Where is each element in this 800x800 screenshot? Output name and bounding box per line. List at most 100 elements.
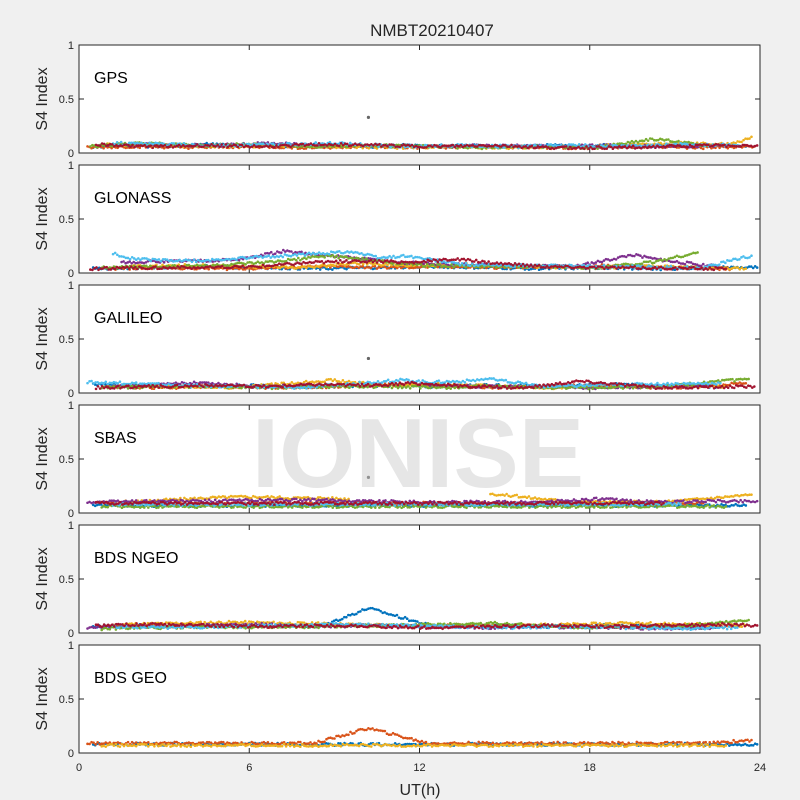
data-point (89, 268, 92, 271)
data-point (196, 266, 200, 269)
data-point (302, 260, 305, 264)
data-point (685, 142, 688, 146)
data-point (137, 144, 140, 147)
data-point (669, 264, 673, 268)
data-point (353, 258, 356, 262)
data-point (355, 143, 359, 147)
data-point (331, 253, 334, 257)
data-point (636, 141, 640, 144)
data-point (734, 266, 738, 269)
data-point (729, 144, 732, 148)
data-point (456, 147, 459, 150)
data-point (145, 257, 148, 260)
data-point (584, 262, 587, 266)
data-point (462, 263, 466, 267)
data-point (384, 143, 387, 147)
data-point (119, 140, 123, 144)
data-point (282, 260, 286, 263)
data-point (637, 264, 640, 267)
data-point (750, 254, 753, 258)
data-point (368, 143, 371, 147)
data-point (288, 258, 292, 262)
data-point (410, 254, 413, 258)
data-point (511, 264, 515, 267)
data-point (652, 144, 655, 148)
data-point (552, 147, 556, 151)
data-point (143, 256, 146, 260)
data-point (170, 141, 174, 145)
data-point (573, 143, 577, 147)
data-point (438, 263, 441, 266)
data-point (678, 144, 682, 147)
data-point (317, 142, 321, 145)
data-point (414, 255, 417, 259)
data-point (283, 253, 287, 256)
data-point (113, 267, 117, 271)
data-point (663, 257, 666, 261)
data-point (159, 259, 163, 263)
data-point (325, 252, 329, 255)
data-point (198, 145, 201, 148)
data-point (483, 264, 486, 267)
data-point (544, 145, 548, 148)
data-point (639, 265, 642, 268)
data-point (260, 261, 264, 264)
data-point (89, 145, 92, 148)
data-point (144, 267, 147, 271)
data-point (185, 144, 189, 148)
data-point (436, 260, 439, 263)
data-point (307, 143, 311, 146)
data-point (406, 265, 410, 268)
data-point (275, 254, 279, 258)
data-point (633, 147, 637, 150)
data-point (276, 266, 280, 269)
data-point (98, 144, 102, 147)
data-point (180, 265, 183, 268)
data-point (333, 266, 336, 270)
data-point (663, 139, 666, 142)
data-point (690, 266, 693, 269)
data-point (95, 266, 98, 269)
data-point (631, 268, 634, 271)
data-point (257, 142, 261, 145)
data-point (247, 256, 250, 260)
data-point (249, 264, 253, 268)
data-point (677, 255, 681, 259)
data-point (564, 145, 568, 148)
data-point (371, 267, 375, 271)
data-point (258, 261, 262, 265)
data-point (627, 145, 631, 148)
data-point (595, 145, 598, 148)
data-point (215, 262, 219, 266)
data-point (577, 145, 580, 149)
data-point (380, 256, 384, 259)
data-point (422, 259, 426, 263)
y-tick-label: 0.5 (59, 94, 74, 106)
data-point (522, 145, 525, 148)
data-point (402, 260, 405, 264)
data-point (626, 140, 630, 144)
data-point (445, 144, 448, 148)
data-point (105, 265, 108, 269)
data-point (436, 258, 440, 261)
data-point (268, 259, 272, 263)
data-point (613, 145, 617, 149)
data-point (160, 141, 163, 145)
data-point (621, 145, 625, 149)
data-point (133, 265, 137, 269)
data-point (148, 141, 151, 145)
data-point (117, 145, 120, 148)
data-point (665, 265, 669, 268)
data-point (120, 255, 123, 258)
data-point (186, 266, 190, 270)
data-point (652, 138, 656, 142)
data-point (737, 145, 741, 148)
data-point (625, 146, 629, 150)
data-point (192, 266, 196, 269)
data-point (540, 145, 544, 148)
data-point (581, 146, 584, 150)
data-point (357, 266, 360, 270)
data-point (578, 265, 582, 268)
data-point (424, 257, 427, 261)
data-point (694, 251, 697, 255)
